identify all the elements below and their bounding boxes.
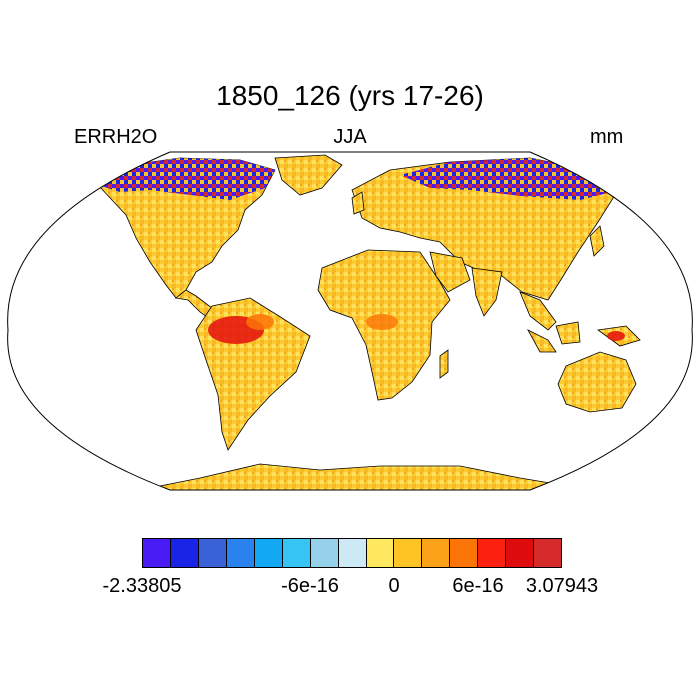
variable-label: ERRH2O (74, 126, 158, 148)
land-se-asia (519, 291, 557, 331)
colorbar-box (282, 539, 311, 567)
colorbar-box (338, 539, 367, 567)
map-outline (7, 151, 693, 491)
colorbar-box (170, 539, 199, 567)
colorbar-tick-label: 0 (388, 575, 400, 597)
land-india (471, 267, 503, 317)
canadian-arctic (98, 158, 275, 200)
colorbar-box (143, 539, 171, 567)
colorbar-tick-label: -2.33805 (102, 575, 182, 597)
colorbar-box (310, 539, 339, 567)
colorbar-tick-label: -6e-16 (281, 575, 339, 597)
siberian-arctic (400, 158, 612, 200)
colorbar-tick-label: 6e-16 (452, 575, 504, 597)
land-greenland (274, 154, 343, 196)
colorbar-tick-label: 3.07943 (525, 575, 599, 597)
colorbar-box (366, 539, 395, 567)
land-borneo (555, 321, 581, 345)
colorbar-box (226, 539, 255, 567)
land-sumatra (527, 329, 557, 353)
colorbar-box (506, 539, 535, 567)
season-label: JJA (333, 126, 367, 148)
land-uk (351, 191, 365, 215)
colorbar (142, 538, 562, 568)
colorbar-box (478, 539, 507, 567)
map-title: 1850_126 (yrs 17-26) (216, 80, 484, 111)
colorbar-box (198, 539, 227, 567)
colorbar-box (534, 539, 562, 567)
land-arabia (429, 251, 471, 293)
units-label: mm (590, 126, 624, 148)
colorbar-box (422, 539, 451, 567)
colorbar-box (394, 539, 423, 567)
land-antarctica (139, 463, 601, 490)
land-japan (589, 225, 605, 257)
land-madagascar (439, 349, 449, 379)
africa-anomaly (366, 314, 398, 330)
colorbar-box (254, 539, 283, 567)
colorbar-box (450, 539, 479, 567)
land-australia (557, 351, 637, 413)
